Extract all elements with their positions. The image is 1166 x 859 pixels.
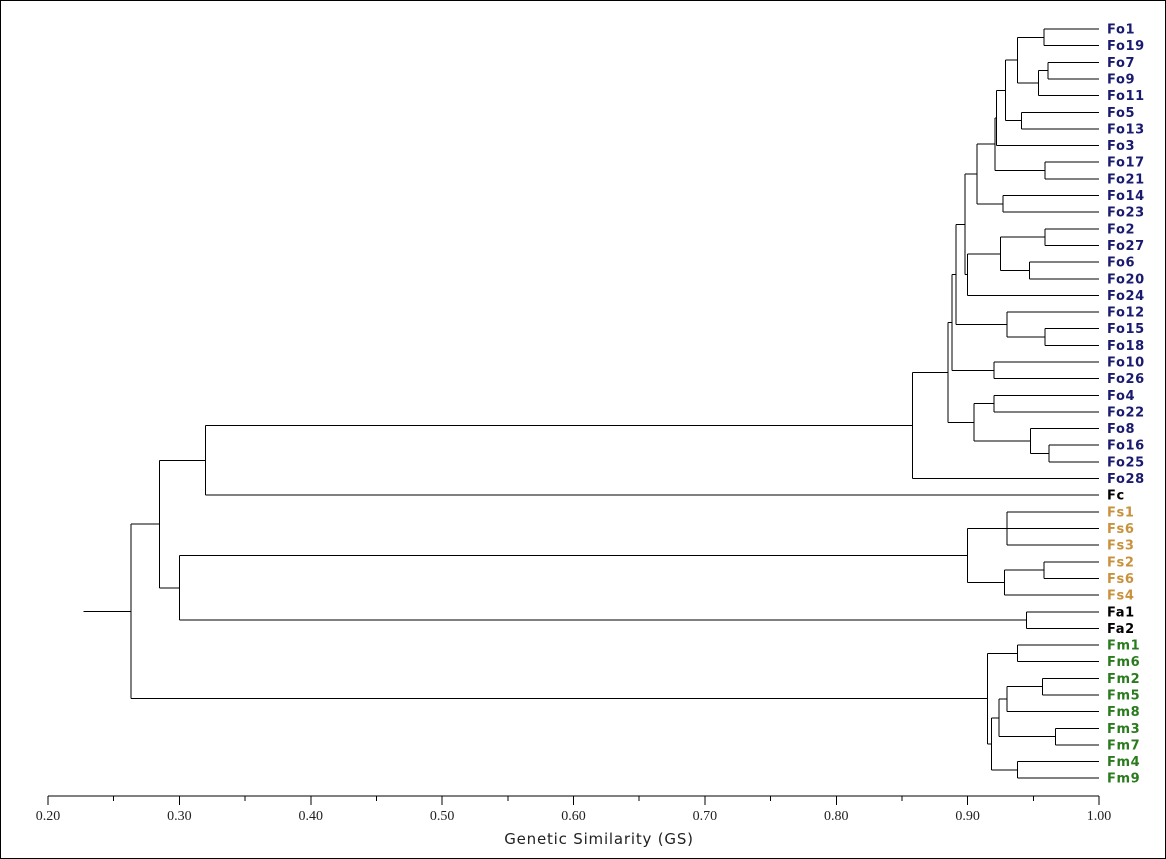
leaf-label: Fo5: [1107, 106, 1135, 121]
leaf-label: Fs4: [1107, 589, 1134, 604]
leaf-label: Fo24: [1107, 289, 1145, 304]
leaf-label: Fo8: [1107, 422, 1135, 437]
leaf-label: Fo1: [1107, 23, 1135, 38]
leaf-label: Fo6: [1107, 256, 1135, 271]
leaf-label: Fo27: [1107, 239, 1145, 254]
leaf-label: Fo2: [1107, 222, 1135, 237]
leaf-label: Fm5: [1107, 689, 1140, 704]
leaf-label: Fm1: [1107, 639, 1140, 654]
x-tick-label: 0.30: [167, 809, 192, 824]
leaf-label: Fs6: [1107, 572, 1134, 587]
leaf-label: Fs2: [1107, 555, 1134, 570]
leaf-label: Fo18: [1107, 339, 1145, 354]
leaf-label: Fo20: [1107, 272, 1145, 287]
leaf-label: Fs6: [1107, 522, 1134, 537]
leaf-label: Fo11: [1107, 89, 1145, 104]
leaf-label: Fo10: [1107, 356, 1145, 371]
x-axis-title: Genetic Similarity (GS): [504, 830, 694, 848]
leaf-label: Fm7: [1107, 738, 1140, 753]
leaf-label: Fm6: [1107, 655, 1140, 670]
leaf-label: Fo14: [1107, 189, 1145, 204]
leaf-label: Fa2: [1107, 622, 1135, 637]
x-axis: 0.20 0.30 0.40 0.50 0.60 0.70 0.80 0.90 1.00: [36, 795, 1112, 824]
leaf-label: Fc: [1107, 489, 1125, 504]
leaf-label: Fm8: [1107, 705, 1140, 720]
x-tick-label: 0.20: [36, 809, 61, 824]
leaf-label: Fm2: [1107, 672, 1140, 687]
leaf-label: Fo19: [1107, 39, 1145, 54]
leaf-label: Fo3: [1107, 139, 1135, 154]
leaf-label: Fo13: [1107, 122, 1145, 137]
leaf-label: Fm3: [1107, 722, 1140, 737]
x-tick-label: 1.00: [1087, 809, 1112, 824]
leaf-label: Fa1: [1107, 605, 1135, 620]
x-tick-label: 0.40: [299, 809, 324, 824]
leaf-label: Fo22: [1107, 405, 1145, 420]
dendrogram-branches: [83, 28, 1099, 779]
leaf-label: Fo23: [1107, 206, 1145, 221]
leaf-label: Fo21: [1107, 172, 1145, 187]
leaf-label: Fo15: [1107, 322, 1145, 337]
x-tick-label: 0.90: [955, 809, 980, 824]
leaf-label: Fo7: [1107, 56, 1135, 71]
leaf-label: Fs3: [1107, 539, 1134, 554]
leaf-label: Fo4: [1107, 389, 1135, 404]
leaf-label: Fo28: [1107, 472, 1145, 487]
x-tick-label: 0.70: [693, 809, 718, 824]
leaf-label: Fs1: [1107, 505, 1134, 520]
leaf-label: Fm9: [1107, 772, 1140, 787]
x-tick-label: 0.50: [430, 809, 455, 824]
leaf-label: Fo25: [1107, 455, 1145, 470]
leaf-label: Fo9: [1107, 72, 1135, 87]
leaf-label: Fo17: [1107, 156, 1145, 171]
x-tick-label: 0.60: [561, 809, 586, 824]
leaf-label: Fo12: [1107, 306, 1145, 321]
x-tick-label: 0.80: [824, 809, 849, 824]
leaf-label: Fm4: [1107, 755, 1140, 770]
leaf-label: Fo26: [1107, 372, 1145, 387]
leaf-label: Fo16: [1107, 439, 1145, 454]
